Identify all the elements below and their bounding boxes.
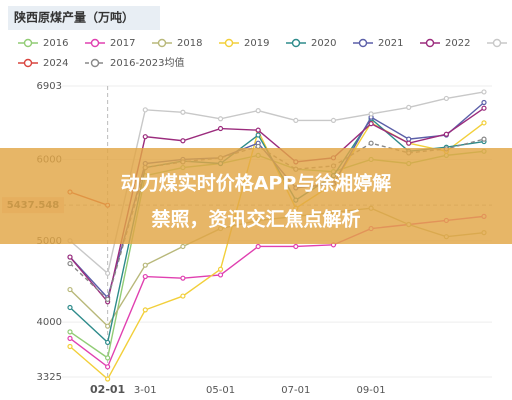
- point: [293, 117, 299, 124]
- point: [67, 335, 73, 341]
- legend-label: 2024: [43, 58, 68, 69]
- legend-label: 2021: [378, 38, 403, 49]
- point: [406, 140, 412, 146]
- point: [67, 343, 73, 350]
- x-tick-label: 09-01: [357, 385, 386, 396]
- legend-label: 2016: [43, 38, 68, 49]
- point: [105, 323, 111, 329]
- banner-line: 禁照，资讯交汇焦点解析: [151, 208, 360, 231]
- chart-title: 陕西原煤产量（万吨）: [14, 10, 134, 25]
- x-tick-label: 02-01: [90, 383, 125, 396]
- point: [180, 293, 186, 299]
- legend-marker: [492, 38, 502, 48]
- legend-marker: [23, 58, 33, 68]
- point: [105, 270, 111, 276]
- point: [481, 120, 487, 126]
- point: [142, 262, 148, 268]
- point: [255, 108, 261, 114]
- point: [105, 364, 111, 370]
- legend-label: 2022: [445, 38, 470, 49]
- point: [180, 109, 186, 115]
- y-tick-label: 4000: [37, 317, 62, 328]
- point: [481, 99, 487, 106]
- point: [217, 266, 224, 272]
- point: [142, 134, 148, 140]
- legend-marker: [90, 58, 100, 68]
- point: [255, 243, 261, 250]
- point: [217, 116, 224, 122]
- point: [142, 307, 148, 313]
- point: [142, 107, 148, 113]
- x-tick-label: 07-01: [281, 385, 310, 396]
- point: [368, 111, 374, 117]
- legend-marker: [157, 38, 167, 48]
- point: [443, 131, 449, 137]
- point: [217, 125, 224, 132]
- point: [67, 260, 73, 267]
- point: [481, 105, 487, 111]
- legend-label: 2017: [110, 38, 135, 49]
- point: [406, 136, 412, 142]
- point: [368, 140, 374, 146]
- legend-marker: [23, 38, 33, 48]
- banner-line: 动力煤实时价格APP与徐湘婷解: [121, 172, 392, 195]
- point: [255, 127, 261, 133]
- y-tick-label: 6903: [37, 81, 62, 92]
- x-tick-label: 3-01: [134, 385, 157, 396]
- point: [67, 254, 73, 260]
- legend-label: 2019: [244, 38, 269, 49]
- point: [255, 143, 261, 150]
- point: [368, 121, 374, 127]
- point: [67, 329, 73, 335]
- legend-marker: [224, 38, 234, 48]
- point: [217, 272, 224, 278]
- point: [105, 355, 111, 361]
- point: [105, 339, 111, 346]
- legend-marker: [90, 38, 100, 48]
- point: [180, 138, 186, 144]
- point: [481, 136, 487, 142]
- point: [255, 132, 261, 138]
- point: [67, 304, 73, 311]
- point: [330, 117, 337, 124]
- legend-marker: [291, 38, 301, 48]
- legend-marker: [425, 38, 435, 48]
- point: [180, 243, 186, 250]
- banner-bg: [0, 148, 512, 244]
- point: [67, 286, 73, 293]
- title-bg: [8, 6, 160, 30]
- x-tick-label: 05-01: [206, 385, 235, 396]
- point: [406, 104, 412, 110]
- point: [142, 273, 148, 280]
- point: [105, 376, 111, 382]
- point: [443, 95, 449, 102]
- series-line: [69, 91, 485, 275]
- point: [180, 275, 186, 281]
- legend-label: 2018: [177, 38, 202, 49]
- legend-label: 2020: [311, 38, 336, 49]
- point: [481, 89, 487, 95]
- point: [105, 296, 111, 302]
- legend-marker: [358, 38, 368, 48]
- legend-label: 2016-2023均值: [110, 56, 185, 69]
- point: [293, 243, 299, 250]
- y-tick-label: 3325: [37, 372, 62, 383]
